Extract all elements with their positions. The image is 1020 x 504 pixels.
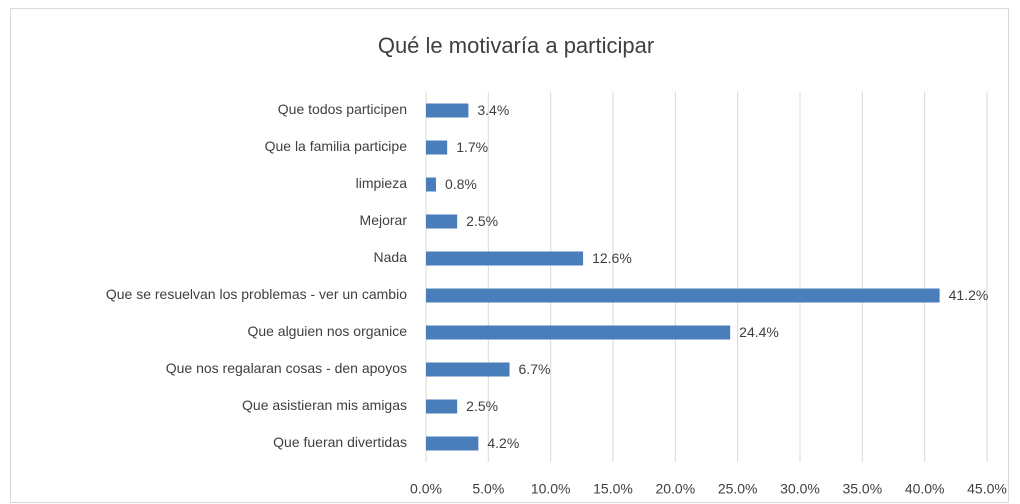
bar <box>426 288 940 303</box>
y-tick-label: Que nos regalaran cosas - den apoyos <box>166 360 407 376</box>
x-tick-label: 40.0% <box>905 481 945 497</box>
bar <box>426 399 458 414</box>
x-tick-label: 5.0% <box>472 481 504 497</box>
bar <box>426 177 436 192</box>
x-tick-label: 10.0% <box>531 481 571 497</box>
bar <box>426 325 731 340</box>
y-tick-label: Nada <box>374 249 408 265</box>
data-label: 41.2% <box>949 287 989 303</box>
data-label: 4.2% <box>487 435 519 451</box>
y-tick-label: Que alguien nos organice <box>247 323 407 339</box>
data-label: 12.6% <box>592 250 632 266</box>
x-tick-label: 30.0% <box>780 481 820 497</box>
x-tick-label: 20.0% <box>655 481 695 497</box>
data-label: 0.8% <box>445 176 477 192</box>
y-tick-label: Que todos participen <box>278 101 407 117</box>
bar <box>426 251 584 266</box>
y-tick-label: Que la familia participe <box>265 138 408 154</box>
data-label: 1.7% <box>456 139 488 155</box>
x-tick-label: 15.0% <box>593 481 633 497</box>
x-tick-label: 45.0% <box>967 481 1007 497</box>
data-label: 3.4% <box>477 102 509 118</box>
y-tick-label: Mejorar <box>360 212 408 228</box>
chart-title: Qué le motivaría a participar <box>378 33 654 58</box>
data-label: 6.7% <box>519 361 551 377</box>
bar <box>426 436 479 451</box>
x-tick-label: 25.0% <box>718 481 758 497</box>
bar <box>426 362 510 377</box>
bar <box>426 140 448 155</box>
data-label: 24.4% <box>739 324 779 340</box>
y-tick-label: Que fueran divertidas <box>273 434 407 450</box>
y-tick-label: Que asistieran mis amigas <box>242 397 407 413</box>
data-label: 2.5% <box>466 398 498 414</box>
x-tick-label: 35.0% <box>842 481 882 497</box>
y-tick-label: Que se resuelvan los problemas - ver un … <box>106 286 407 302</box>
bar <box>426 214 458 229</box>
y-tick-label: limpieza <box>356 175 408 191</box>
x-tick-label: 0.0% <box>410 481 442 497</box>
bar <box>426 103 469 118</box>
data-label: 2.5% <box>466 213 498 229</box>
